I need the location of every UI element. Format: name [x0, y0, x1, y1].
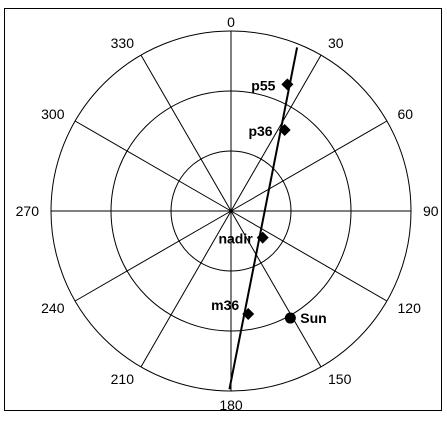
ring-3 — [50, 30, 412, 392]
track-line — [228, 47, 299, 390]
diamond-marker — [278, 123, 291, 136]
point-nadir: nadir — [218, 231, 269, 247]
angle-spokes — [51, 31, 411, 391]
angle-label-90: 90 — [423, 203, 439, 219]
angle-label-180: 180 — [219, 397, 243, 413]
data-points: p55 p36 nadir m36 Sun — [211, 77, 327, 326]
angle-label-270: 270 — [16, 203, 40, 219]
point-label: p36 — [248, 123, 272, 139]
diamond-marker — [242, 307, 255, 320]
spoke-30 — [230, 54, 322, 212]
track-line-group — [228, 47, 299, 390]
plot-border — [4, 8, 442, 411]
angle-label-0: 0 — [227, 14, 235, 30]
diamond-marker — [281, 78, 294, 91]
spoke-120 — [230, 210, 388, 302]
angle-label-240: 240 — [41, 300, 65, 316]
angle-label-60: 60 — [398, 106, 414, 122]
angle-label-330: 330 — [111, 35, 135, 51]
spoke-150 — [230, 210, 322, 368]
spoke-240 — [74, 210, 232, 302]
ring-2 — [110, 90, 352, 332]
angle-labels: 0 30 60 90 120 150 180 210 240 270 300 330 — [16, 14, 439, 413]
angle-label-210: 210 — [111, 371, 135, 387]
point-label: Sun — [300, 310, 326, 326]
point-label: p55 — [251, 77, 275, 93]
spoke-300 — [74, 120, 232, 212]
ring-1 — [170, 150, 292, 272]
angle-label-120: 120 — [398, 300, 422, 316]
point-p36: p36 — [248, 123, 291, 139]
radius-rings — [50, 30, 412, 392]
diamond-marker — [256, 231, 269, 244]
spoke-210 — [140, 210, 232, 368]
angle-label-30: 30 — [328, 35, 344, 51]
point-m36: m36 — [211, 297, 255, 320]
point-label: m36 — [211, 297, 239, 313]
spoke-330 — [140, 54, 232, 212]
angle-label-150: 150 — [328, 371, 352, 387]
angle-label-300: 300 — [41, 106, 65, 122]
point-sun: Sun — [284, 310, 327, 326]
circle-marker — [284, 312, 296, 324]
spoke-60 — [230, 120, 388, 212]
point-p55: p55 — [251, 77, 294, 93]
point-label: nadir — [218, 231, 253, 247]
